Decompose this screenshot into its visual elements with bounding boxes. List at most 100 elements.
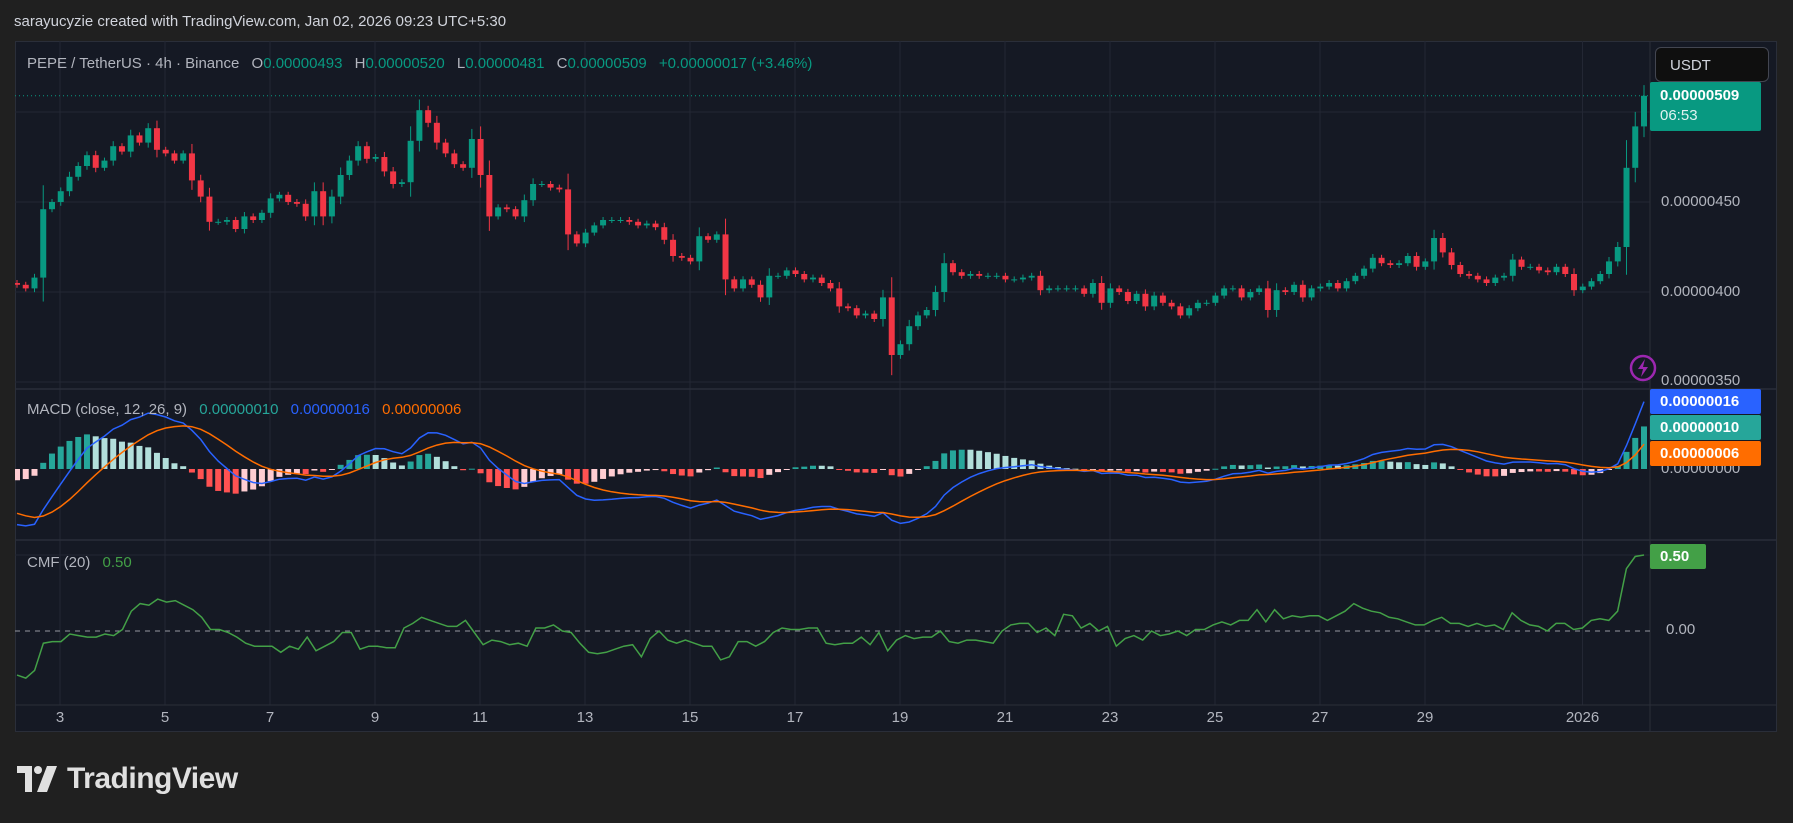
macd-histogram-bar [1483, 469, 1490, 477]
time-axis-label: 5 [160, 709, 170, 726]
macd-histogram-bar [232, 469, 239, 494]
candle-body [538, 184, 545, 185]
macd-title[interactable]: MACD (close, 12, 26, 9) [27, 401, 188, 418]
candle-body [1361, 268, 1368, 276]
macd-histogram-bar [1562, 469, 1569, 472]
close-label: C [556, 55, 568, 72]
macd-histogram-bar [153, 452, 160, 469]
candle-body [1448, 252, 1455, 265]
candle-body [337, 175, 344, 197]
candle-body [670, 239, 677, 256]
macd-histogram-bar [1273, 466, 1280, 469]
macd-histogram-bar [941, 453, 948, 469]
candle-body [66, 176, 73, 192]
macd-histogram-bar [1361, 462, 1368, 469]
cmf-legend: CMF (20) 0.50 [27, 554, 132, 571]
macd-histogram-bar [503, 469, 510, 488]
candle-body [1536, 266, 1543, 271]
candle-body [1614, 247, 1621, 262]
candle-body [1396, 263, 1403, 265]
macd-histogram-bar [293, 469, 300, 474]
macd-histogram-bar [1553, 469, 1560, 472]
macd-histogram-bar [1168, 469, 1175, 473]
candle-body [547, 184, 554, 188]
candle-body [678, 256, 685, 258]
macd-histogram-bar [1177, 469, 1184, 474]
macd-histogram-bar [1369, 460, 1376, 469]
candle-body [1142, 293, 1149, 307]
open-label: O [251, 55, 264, 72]
candle-body [1457, 265, 1464, 274]
macd-histogram-bar [1072, 468, 1079, 470]
macd-histogram-bar [967, 449, 974, 469]
candle-body [398, 182, 405, 184]
macd-histogram-bar [127, 442, 134, 469]
candle-body [512, 209, 519, 217]
macd-histogram-bar [468, 468, 475, 470]
candle-body [1011, 279, 1018, 281]
macd-histogram-value: 0.00000010 [199, 401, 279, 418]
macd-histogram-bar [1256, 464, 1263, 469]
tradingview-wordmark: TradingView [67, 762, 238, 795]
candle-body [22, 284, 29, 289]
time-axis-label: 3 [55, 709, 65, 726]
candle-body [1623, 167, 1630, 247]
candle-body [1404, 256, 1411, 264]
macd-histogram-bar [1282, 466, 1289, 469]
candle-body [608, 220, 615, 221]
candle-body [1606, 261, 1613, 274]
macd-histogram-bar [311, 469, 318, 471]
macd-histogram-bar [1133, 469, 1140, 472]
macd-histogram-bar [696, 469, 703, 473]
candle-body [1054, 288, 1061, 290]
candle-body [451, 153, 458, 165]
candle-body [748, 279, 755, 285]
candle-body [460, 164, 467, 168]
candle-body [1002, 275, 1009, 280]
candle-body [276, 194, 283, 199]
currency-button[interactable]: USDT [1655, 47, 1769, 82]
macd-histogram-bar [110, 438, 117, 469]
time-axis-label: 15 [681, 709, 699, 726]
macd-histogram-bar [451, 466, 458, 469]
candle-body [31, 277, 38, 289]
macd-histogram-bar [1264, 467, 1271, 469]
low-value: 0.00000481 [465, 55, 545, 72]
cmf-value: 0.50 [102, 554, 132, 571]
macd-histogram-bar [871, 469, 878, 473]
time-axis-label: 9 [370, 709, 380, 726]
candle-body [687, 257, 694, 262]
macd-histogram-bar [976, 450, 983, 469]
candle-body [696, 236, 703, 262]
macd-histogram-bar [608, 469, 615, 477]
candle-body [495, 207, 502, 217]
candle-body [363, 146, 370, 159]
candle-body [783, 270, 790, 276]
macd-histogram-bar [337, 464, 344, 469]
candle-body [1063, 288, 1070, 290]
macd-histogram-bar [1212, 468, 1219, 470]
candle-body [1282, 290, 1289, 292]
macd-histogram-bar [722, 469, 729, 473]
macd-histogram-bar [1387, 461, 1394, 469]
candle-body [556, 187, 563, 190]
macd-histogram-bar [1571, 469, 1578, 475]
macd-histogram-bar [993, 453, 1000, 469]
candle-body [1492, 277, 1499, 283]
cmf-title[interactable]: CMF (20) [27, 554, 91, 571]
macd-histogram-bar [879, 469, 886, 470]
candle-body [932, 292, 939, 310]
chart-canvas[interactable] [15, 41, 1777, 732]
macd-histogram-bar [1492, 469, 1499, 477]
candle-body [626, 220, 633, 222]
lightning-icon[interactable] [1629, 354, 1657, 382]
candle-body [897, 344, 904, 355]
symbol-title[interactable]: PEPE / TetherUS · 4h · Binance [27, 55, 240, 72]
macd-histogram-bar [844, 469, 851, 471]
macd-histogram-bar [573, 469, 580, 484]
macd-line-tag: 0.00000016 [1650, 389, 1761, 414]
candle-body [617, 220, 624, 221]
candle-body [1291, 284, 1298, 292]
candle-body [188, 153, 195, 181]
macd-histogram-bar [1299, 466, 1306, 469]
